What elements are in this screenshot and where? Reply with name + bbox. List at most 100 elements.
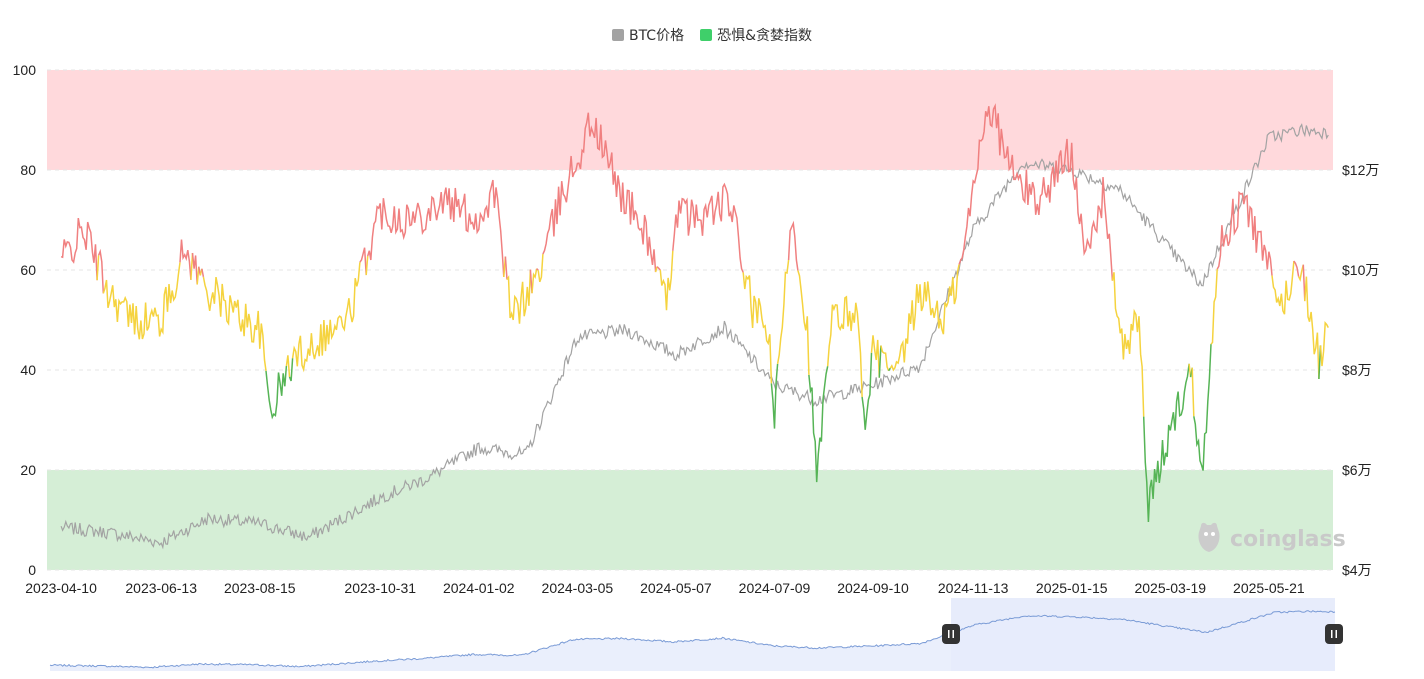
- fear-greed-segment-neutral: [196, 266, 200, 285]
- y-left-tick-label: 40: [20, 362, 36, 378]
- fear-greed-segment-neutral: [797, 270, 810, 375]
- btc-price-series: [60, 123, 1329, 550]
- fear-greed-segment-greed: [1216, 190, 1273, 276]
- y-right-tick-label: $10万: [1342, 262, 1379, 278]
- fear-greed-segment-greed: [787, 220, 799, 271]
- y-left-tick-label: 0: [28, 562, 36, 578]
- fear-greed-segment-neutral: [870, 335, 881, 378]
- grid-lines: [47, 69, 1333, 571]
- y-left-tick-label: 60: [20, 262, 36, 278]
- y-right-tick-label: $12万: [1342, 162, 1379, 178]
- fear-greed-segment-fear: [1193, 344, 1212, 471]
- fear-greed-segment-greed: [201, 268, 205, 278]
- fear-greed-segment-greed: [366, 179, 505, 278]
- legend-swatch-fear-greed: [700, 29, 713, 41]
- y-right-tick-label: $6万: [1342, 462, 1372, 478]
- fear-greed-segment-greed: [191, 252, 198, 285]
- x-tick-label: 2024-01-02: [443, 580, 515, 596]
- y-left-tick-label: 100: [13, 62, 37, 78]
- fear-greed-segment-greed: [97, 248, 105, 294]
- fear-greed-segment-greed: [958, 103, 1114, 281]
- navigator-line: [49, 610, 1336, 669]
- y-axis-left: 0 20 40 60 80 100: [13, 62, 37, 578]
- navigator-handle-left[interactable]: [942, 624, 960, 644]
- fear-greed-segment-neutral: [889, 264, 960, 372]
- legend-item-btc[interactable]: BTC价格: [611, 25, 685, 45]
- fear-zone: [47, 470, 1333, 570]
- fear-greed-segment-fear: [861, 352, 873, 430]
- fear-greed-segment-fear: [288, 358, 294, 382]
- navigator-area: [50, 610, 1335, 671]
- fear-greed-segment-neutral: [1210, 269, 1218, 345]
- x-tick-label: 2024-11-13: [938, 580, 1009, 596]
- watermark: coinglass: [1198, 522, 1346, 552]
- fear-greed-segment-greed: [60, 217, 98, 281]
- fear-greed-segment-neutral: [776, 259, 790, 365]
- fear-greed-segment-greed: [1293, 260, 1300, 277]
- legend-swatch-btc: [611, 29, 624, 41]
- fear-greed-segment-greed: [504, 256, 508, 280]
- fear-greed-segment-neutral: [96, 255, 100, 281]
- legend-item-fear-greed[interactable]: 恐惧&贪婪指数: [700, 25, 812, 45]
- fear-greed-segment-neutral: [880, 345, 890, 372]
- fear-greed-segment-greed: [536, 268, 539, 271]
- fear-greed-segment-fear: [1142, 363, 1190, 523]
- y-left-tick-label: 20: [20, 462, 36, 478]
- x-tick-label: 2024-09-10: [837, 580, 909, 596]
- x-tick-label: 2024-05-07: [640, 580, 712, 596]
- fear-greed-segment-neutral: [291, 262, 361, 373]
- navigator-handle-right[interactable]: [1325, 624, 1343, 644]
- btc-price-line: [60, 123, 1329, 550]
- coinglass-logo-icon: [1198, 522, 1220, 552]
- fear-greed-segment-neutral: [102, 262, 181, 340]
- legend-label-btc: BTC价格: [628, 28, 685, 44]
- fear-greed-series: [60, 103, 1329, 523]
- legend-label-fear-greed: 恐惧&贪婪指数: [717, 28, 813, 44]
- x-axis: 2023-04-10 2023-06-13 2023-08-15 2023-10-31…: [25, 580, 1305, 596]
- fear-greed-segment-neutral: [202, 276, 267, 372]
- y-left-tick-label: 80: [20, 162, 36, 178]
- x-tick-label: 2024-03-05: [542, 580, 614, 596]
- fear-greed-segment-greed: [542, 112, 657, 273]
- y-axis-right: $4万 $6万 $8万 $10万 $12万: [1342, 162, 1379, 578]
- watermark-text: coinglass: [1230, 527, 1346, 552]
- fear-greed-segment-neutral: [654, 266, 658, 273]
- fear-greed-segment-neutral: [826, 295, 863, 398]
- greed-zone: [47, 70, 1333, 170]
- fear-greed-segment-fear: [878, 345, 882, 378]
- fear-greed-segment-neutral: [1271, 260, 1295, 315]
- x-tick-label: 2024-07-09: [739, 580, 811, 596]
- fear-greed-segment-neutral: [1304, 276, 1320, 380]
- fear-greed-segment-neutral: [659, 250, 674, 311]
- fear-greed-segment-neutral: [506, 269, 532, 324]
- fear-greed-segment-neutral: [1319, 321, 1329, 367]
- x-tick-label: 2023-08-15: [224, 580, 296, 596]
- navigator[interactable]: [49, 598, 1343, 671]
- fear-greed-segment-fear: [265, 365, 288, 420]
- x-tick-label: 2023-10-31: [344, 580, 416, 596]
- x-tick-label: 2023-06-13: [125, 580, 197, 596]
- fear-greed-segment-greed: [656, 266, 661, 271]
- y-right-tick-label: $4万: [1342, 562, 1372, 578]
- fear-greed-segment-neutral: [537, 254, 544, 283]
- legend: BTC价格 恐惧&贪婪指数: [0, 25, 1424, 45]
- fear-greed-segment-greed: [179, 239, 192, 280]
- fear-greed-segment-fear: [770, 363, 779, 429]
- fear-greed-segment-neutral: [365, 256, 369, 276]
- x-tick-label: 2025-05-21: [1233, 580, 1305, 596]
- fear-greed-segment-neutral: [742, 272, 773, 384]
- x-tick-label: 2025-01-15: [1036, 580, 1108, 596]
- fear-greed-segment-neutral: [1111, 272, 1145, 417]
- fear-greed-segment-neutral: [531, 268, 538, 294]
- x-tick-label: 2023-04-10: [25, 580, 97, 596]
- fear-greed-segment-neutral: [1297, 264, 1305, 282]
- x-tick-label: 2025-03-19: [1134, 580, 1206, 596]
- fear-greed-segment-fear: [888, 367, 891, 372]
- fear-greed-segment-greed: [359, 247, 367, 276]
- fear-greed-segment-fear: [808, 366, 829, 483]
- y-right-tick-label: $8万: [1342, 362, 1372, 378]
- fear-greed-segment-neutral: [1191, 367, 1195, 417]
- fear-greed-segment-neutral: [285, 355, 291, 377]
- fear-greed-segment-greed: [672, 182, 744, 273]
